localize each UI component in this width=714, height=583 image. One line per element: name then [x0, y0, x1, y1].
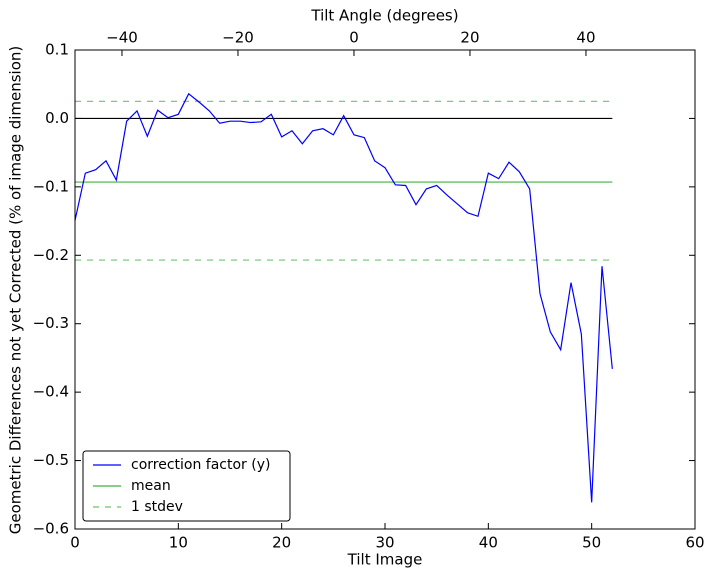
- x-tick-label: 0: [70, 534, 80, 552]
- y-tick-label: 0.0: [45, 109, 69, 127]
- x-axis-label: Tilt Image: [347, 551, 423, 569]
- plot-frame: [74, 49, 696, 530]
- data-line: [74, 92, 613, 503]
- y-tick-label: 0.1: [45, 41, 69, 59]
- y-axis-label: Geometric Differences not yet Corrected …: [7, 46, 25, 535]
- legend-label: correction factor (y): [131, 457, 270, 473]
- x2-axis-label: Tilt Angle (degrees): [310, 7, 458, 25]
- x2-tick-label: 0: [349, 29, 359, 47]
- x2-tick-label: 40: [576, 29, 595, 47]
- y-tick-label: −0.2: [33, 246, 69, 264]
- y-tick-label: −0.5: [33, 451, 69, 469]
- y-tick-label: −0.6: [33, 520, 69, 538]
- legend-box: [82, 450, 291, 522]
- x2-tick-label: −20: [222, 29, 254, 47]
- x-tick-label: 50: [582, 534, 601, 552]
- legend-label: mean: [131, 478, 171, 494]
- x2-tick-label: 20: [460, 29, 479, 47]
- x-tick-label: 60: [685, 534, 704, 552]
- y-tick-label: −0.3: [33, 314, 69, 332]
- legend-label: 1 stdev: [131, 499, 183, 515]
- x-tick-label: 30: [375, 534, 394, 552]
- y-tick-label: −0.4: [33, 383, 69, 401]
- x-tick-label: 40: [479, 534, 498, 552]
- x-tick-label: 10: [169, 534, 188, 552]
- x2-tick-label: −40: [106, 29, 138, 47]
- y-tick-label: −0.1: [33, 177, 69, 195]
- x-tick-label: 20: [272, 534, 291, 552]
